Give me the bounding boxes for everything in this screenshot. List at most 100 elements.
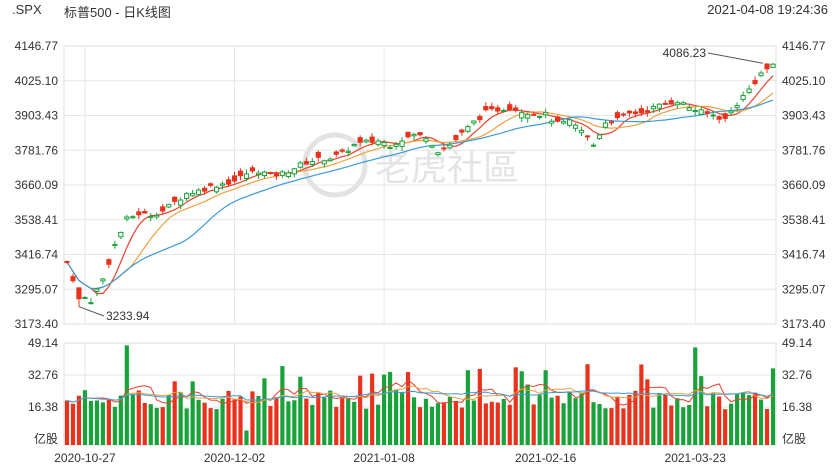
volume-bar xyxy=(537,395,542,445)
volume-bar xyxy=(387,371,393,445)
candle-body xyxy=(620,113,627,116)
volume-bar xyxy=(178,392,183,445)
high-price-label: 4086.23 xyxy=(663,46,707,60)
candle-body xyxy=(291,168,297,175)
x-tick-label: 2021-01-08 xyxy=(353,451,415,465)
volume-bar xyxy=(495,402,500,445)
volume-bar xyxy=(471,400,476,445)
volume-bar xyxy=(220,398,225,445)
volume-tick-label-left: 32.76 xyxy=(28,368,58,382)
candle-body xyxy=(327,158,333,162)
candle-body xyxy=(219,183,226,186)
volume-bar xyxy=(729,403,734,445)
volume-bar xyxy=(382,374,387,445)
volume-bar xyxy=(232,399,237,445)
volume-bar xyxy=(627,394,632,445)
candle-body xyxy=(674,102,680,106)
volume-bar xyxy=(746,395,752,445)
volume-tick-label-right: 16.38 xyxy=(782,400,812,414)
volume-bar xyxy=(758,399,764,445)
volume-bar xyxy=(429,406,435,445)
candle-body xyxy=(178,199,184,206)
candle-body xyxy=(525,114,531,119)
volume-bar xyxy=(82,390,88,445)
volume-bar xyxy=(615,396,620,445)
candle-body xyxy=(459,129,465,133)
volume-bar xyxy=(453,401,458,445)
volume-bar xyxy=(543,370,548,445)
volume-bar xyxy=(250,391,255,445)
candle-body xyxy=(100,278,106,282)
ma10-line xyxy=(66,92,774,290)
volume-bar xyxy=(663,394,668,445)
volume-bar xyxy=(346,398,351,445)
candle-body xyxy=(106,259,112,265)
volume-bar xyxy=(651,407,656,445)
volume-bar xyxy=(202,402,207,445)
candle-body xyxy=(202,187,208,192)
candle-body xyxy=(237,170,244,177)
axes-labels: 4146.77 4146.77 4025.10 4025.10 3903.43 3903.… xyxy=(15,39,826,465)
candle-body xyxy=(644,110,650,113)
candle-body xyxy=(668,100,674,105)
volume-bar xyxy=(675,398,680,445)
price-tick-label-left: 3173.40 xyxy=(15,317,59,331)
price-tick-label-right: 3660.09 xyxy=(782,178,826,192)
volume-bar xyxy=(579,392,584,445)
candle-body xyxy=(184,193,190,199)
price-tick-label-left: 3416.74 xyxy=(15,248,59,262)
candlesticks xyxy=(64,62,776,307)
candle-body xyxy=(166,203,172,208)
volume-bar xyxy=(441,402,447,445)
price-tick-label-right: 3173.40 xyxy=(782,317,826,331)
candle-body xyxy=(369,136,375,143)
volume-bar xyxy=(435,403,441,445)
candle-body xyxy=(555,116,561,122)
volume-bar xyxy=(340,398,345,445)
candle-body xyxy=(315,151,321,158)
candle-body xyxy=(82,297,88,300)
candle-body xyxy=(584,135,591,138)
volume-bar xyxy=(166,395,171,445)
candle-body xyxy=(94,288,100,292)
volume-bar xyxy=(304,398,309,445)
volume-bar xyxy=(94,400,100,445)
volume-bar xyxy=(489,401,494,445)
candle-body xyxy=(614,112,621,119)
candle-body xyxy=(656,103,662,109)
volume-ma20-line xyxy=(66,390,774,403)
volume-bar xyxy=(687,404,692,445)
candle-body xyxy=(561,120,567,124)
candle-body xyxy=(70,276,76,282)
volume-bar xyxy=(693,347,698,445)
volume-bar xyxy=(483,403,488,445)
price-tick-label-left: 3660.09 xyxy=(15,178,59,192)
symbol-label: .SPX xyxy=(12,2,42,17)
candle-body xyxy=(160,206,166,212)
volume-bar xyxy=(639,364,644,445)
candle-body xyxy=(136,211,142,216)
candle-body xyxy=(746,88,752,93)
volume-bar xyxy=(70,403,76,445)
volume-bar xyxy=(501,398,506,445)
candle-body xyxy=(393,143,399,147)
price-tick-label-left: 4025.10 xyxy=(15,74,59,88)
volume-bar xyxy=(723,409,728,445)
candle-body xyxy=(399,140,405,147)
low-leader-line xyxy=(78,306,105,317)
candle-body xyxy=(345,150,351,153)
candle-body xyxy=(770,63,776,68)
candle-body xyxy=(381,142,387,147)
volume-bar xyxy=(196,399,201,445)
low-price-label: 3233.94 xyxy=(106,309,150,323)
candle-body xyxy=(722,113,728,119)
candle-body xyxy=(213,186,220,193)
volume-bar xyxy=(411,397,417,445)
volume-bar xyxy=(358,375,363,445)
volume-bar xyxy=(118,395,123,445)
volume-bar xyxy=(717,396,722,445)
candle-body xyxy=(387,147,393,150)
volume-bar xyxy=(88,401,94,445)
volume-bar xyxy=(561,403,566,445)
candle-body xyxy=(537,115,543,118)
